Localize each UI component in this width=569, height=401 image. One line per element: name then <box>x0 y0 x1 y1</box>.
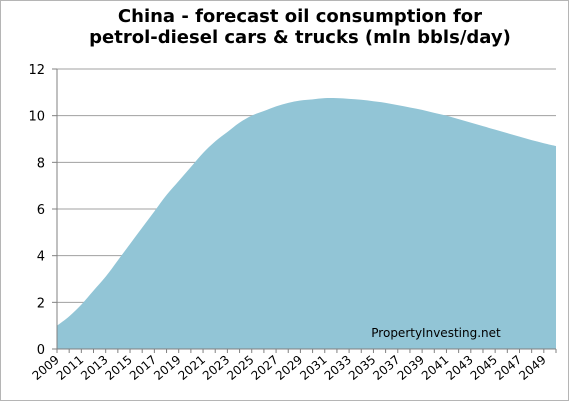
x-tick-label-2009: 2009 <box>30 353 62 383</box>
x-tick-label-2029: 2029 <box>273 353 305 383</box>
y-tick-label-0: 0 <box>37 343 45 358</box>
x-tick-label-2013: 2013 <box>78 353 110 383</box>
x-tick-label-2035: 2035 <box>346 353 378 383</box>
y-tick-label-2: 2 <box>37 296 45 311</box>
x-tick-label-2023: 2023 <box>200 353 232 383</box>
x-tick-label-2011: 2011 <box>54 353 86 383</box>
chart-title-line-1: China - forecast oil consumption for <box>117 6 483 27</box>
y-tick-label-12: 12 <box>28 63 45 78</box>
series-area <box>57 98 556 349</box>
y-tick-label-8: 8 <box>37 156 45 171</box>
x-tick-label-2047: 2047 <box>492 353 524 383</box>
watermark-label: PropertyInvesting.net <box>371 326 501 340</box>
x-tick-label-2025: 2025 <box>224 353 256 383</box>
x-tick-label-2043: 2043 <box>443 353 475 383</box>
x-tick-label-2039: 2039 <box>395 353 427 383</box>
x-tick-labels: 2009201120132015201720192021202320252027… <box>30 353 549 383</box>
x-tick-label-2027: 2027 <box>249 353 281 383</box>
y-tick-labels: 0 2 4 6 8 10 12 <box>28 63 45 358</box>
y-tick-label-10: 10 <box>28 110 45 125</box>
chart-title: China - forecast oil consumption for pet… <box>40 6 560 48</box>
x-tick-label-2041: 2041 <box>419 353 451 383</box>
x-tick-label-2015: 2015 <box>103 353 135 383</box>
x-tick-label-2045: 2045 <box>468 353 500 383</box>
y-tick-label-6: 6 <box>37 203 45 218</box>
plot-area <box>57 98 556 349</box>
x-tick-label-2019: 2019 <box>151 353 183 383</box>
y-tick-label-4: 4 <box>37 250 45 265</box>
chart-title-line-2: petrol-diesel cars & trucks (mln bbls/da… <box>89 27 511 48</box>
x-tick-label-2017: 2017 <box>127 353 159 383</box>
x-tick-label-2049: 2049 <box>516 353 548 383</box>
x-tick-label-2021: 2021 <box>176 353 208 383</box>
x-tick-label-2031: 2031 <box>297 353 329 383</box>
x-tick-label-2033: 2033 <box>322 353 354 383</box>
x-tick-label-2037: 2037 <box>370 353 402 383</box>
axes <box>52 68 557 353</box>
